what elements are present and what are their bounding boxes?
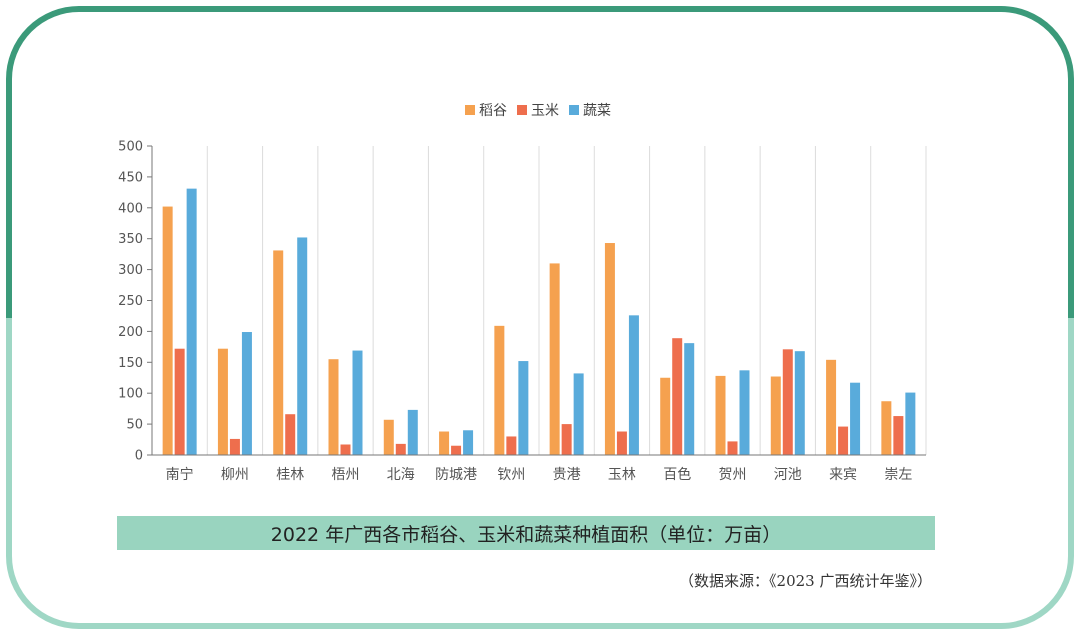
y-tick-label: 150 xyxy=(118,356,143,371)
y-tick-label: 100 xyxy=(118,387,143,402)
bar-veg xyxy=(463,430,474,455)
bar-veg xyxy=(794,351,805,455)
x-tick-label: 贺州 xyxy=(719,467,747,483)
bar-corn xyxy=(727,441,738,455)
chart-grid xyxy=(206,146,927,455)
bar-corn xyxy=(893,416,904,455)
bar-veg xyxy=(739,370,750,455)
y-tick-label: 350 xyxy=(118,232,143,247)
bar-veg xyxy=(186,188,197,455)
bar-rice xyxy=(881,401,892,455)
bars xyxy=(162,188,916,455)
bar-corn xyxy=(506,436,517,455)
x-tick-label: 崇左 xyxy=(884,467,912,483)
bar-rice xyxy=(604,243,615,455)
x-tick-label: 南宁 xyxy=(166,466,194,483)
bar-rice xyxy=(715,375,726,455)
x-tick-label: 北海 xyxy=(387,467,415,483)
bar-veg xyxy=(352,350,363,455)
bar-veg xyxy=(518,361,529,455)
bar-corn xyxy=(174,348,185,455)
bar-corn xyxy=(285,414,296,455)
bar-corn xyxy=(672,338,683,455)
y-axis: 0 50 100 150 200 250 300 350 400 450 500 xyxy=(118,140,153,464)
bar-corn xyxy=(616,431,627,455)
bar-corn xyxy=(838,426,849,455)
bar-corn xyxy=(451,445,462,455)
bar-corn xyxy=(561,424,572,455)
x-tick-label: 河池 xyxy=(774,467,802,483)
bar-rice xyxy=(660,377,671,455)
legend-label: 稻谷 xyxy=(479,103,507,119)
bar-rice xyxy=(383,419,394,455)
x-tick-label: 来宾 xyxy=(829,467,857,483)
x-tick-label: 钦州 xyxy=(497,467,525,483)
bar-veg xyxy=(684,343,695,455)
bar-rice xyxy=(770,376,781,455)
bar-rice xyxy=(162,206,173,455)
bar-veg xyxy=(573,373,584,455)
bar-veg xyxy=(241,332,252,455)
bar-rice xyxy=(826,359,837,455)
legend-swatch-corn xyxy=(517,105,527,115)
bar-veg xyxy=(297,237,308,455)
bar-corn xyxy=(340,444,351,455)
legend-swatch-rice xyxy=(465,105,475,115)
bar-rice xyxy=(439,431,450,455)
bar-corn xyxy=(395,443,406,455)
legend-label: 玉米 xyxy=(531,103,559,119)
y-tick-label: 300 xyxy=(118,263,143,278)
bar-veg xyxy=(407,409,418,455)
frame-border-bottom xyxy=(6,318,1074,629)
bar-veg xyxy=(905,392,916,455)
bar-rice xyxy=(328,359,339,455)
bar-corn xyxy=(229,438,240,455)
x-tick-label: 梧州 xyxy=(332,467,360,483)
legend-swatch-veg xyxy=(569,105,579,115)
y-tick-label: 50 xyxy=(126,418,143,433)
bar-rice xyxy=(494,325,505,455)
frame-border-top xyxy=(6,6,1074,318)
y-tick-label: 200 xyxy=(118,325,143,340)
y-tick-label: 450 xyxy=(118,170,143,185)
bar-rice xyxy=(549,263,560,455)
x-tick-label: 玉林 xyxy=(608,467,636,483)
bar-rice xyxy=(217,348,228,455)
x-tick-label: 贵港 xyxy=(553,467,581,483)
legend-label: 蔬菜 xyxy=(583,103,611,119)
x-tick-label: 柳州 xyxy=(221,466,249,483)
data-source-note: （数据来源：《2023 广西统计年鉴》） xyxy=(679,572,932,590)
chart-caption: 2022 年广西各市稻谷、玉米和蔬菜种植面积（单位：万亩） xyxy=(117,516,935,550)
bar-corn xyxy=(782,349,793,455)
x-tick-label: 百色 xyxy=(663,466,691,483)
x-axis: 南宁 柳州 桂林 梧州 北海 防城港 钦州 贵港 玉林 百色 贺州 河池 来宾 崇左 xyxy=(152,454,926,483)
x-tick-label: 桂林 xyxy=(276,467,304,483)
bar-rice xyxy=(273,250,284,455)
y-tick-label: 500 xyxy=(118,140,143,155)
chart-legend: 稻谷 玉米 蔬菜 xyxy=(465,103,611,119)
y-tick-label: 400 xyxy=(118,201,143,216)
bar-veg xyxy=(850,382,861,455)
y-tick-label: 250 xyxy=(118,294,143,309)
x-tick-label: 防城港 xyxy=(435,467,477,483)
y-tick-label: 0 xyxy=(135,449,143,464)
bar-veg xyxy=(628,315,639,455)
